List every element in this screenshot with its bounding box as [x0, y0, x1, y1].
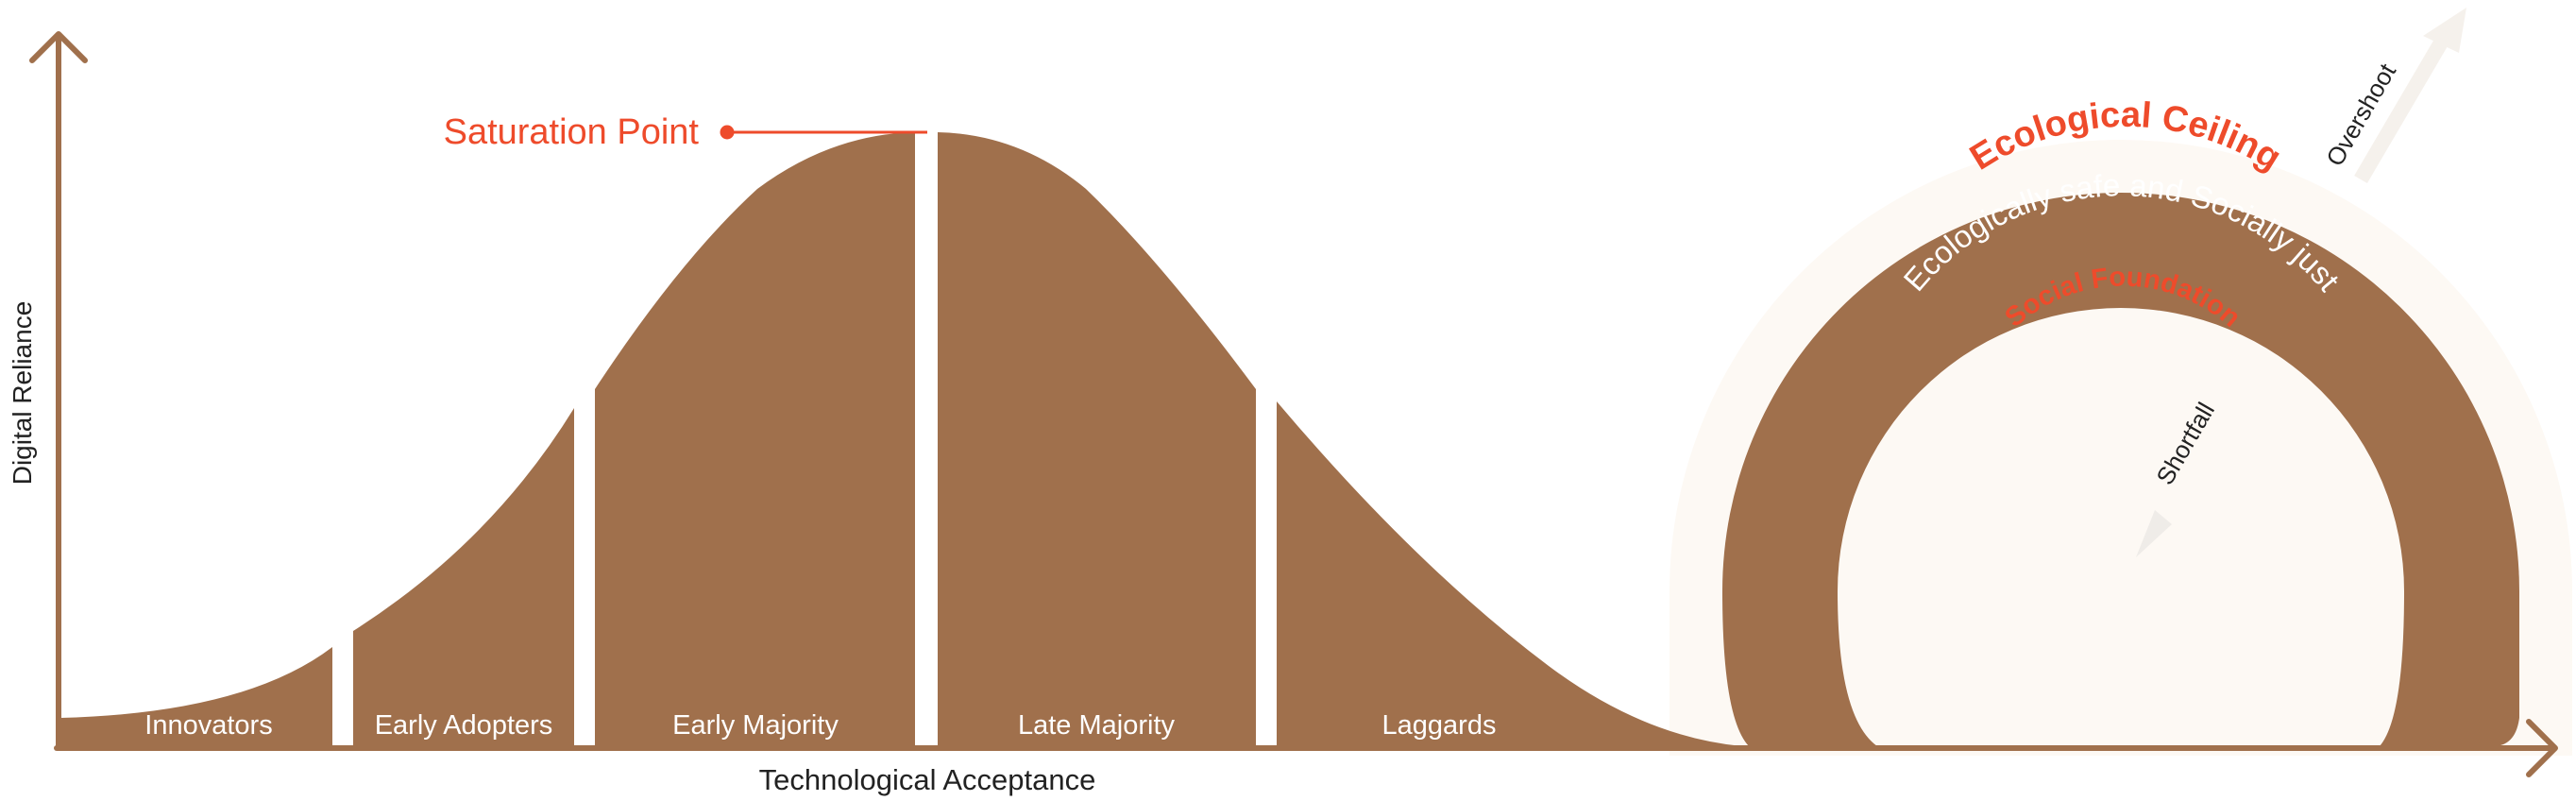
- overshoot-arrow: [2354, 8, 2466, 184]
- y-axis-label: Digital Reliance: [8, 301, 37, 486]
- segment-label-late-majority: Late Majority: [1018, 710, 1176, 741]
- overshoot-label: Overshoot: [2320, 58, 2401, 171]
- segment-late-majority: [938, 132, 1256, 746]
- doughnut-band: [1722, 193, 2519, 746]
- x-axis-label: Technological Acceptance: [759, 763, 1096, 796]
- shortfall-arrow: [2136, 510, 2172, 557]
- segment-innovators: [60, 647, 332, 746]
- segment-early-majority: [595, 132, 915, 746]
- segment-label-laggards: Laggards: [1382, 710, 1497, 741]
- adoption-curve: [60, 132, 1742, 746]
- saturation-marker: [720, 125, 927, 140]
- segment-label-innovators: Innovators: [144, 710, 272, 741]
- segment-label-early-adopters: Early Adopters: [375, 710, 553, 741]
- segment-early-adopters: [353, 408, 574, 746]
- segment-laggards: [1277, 401, 1742, 746]
- x-axis-arrowhead: [2526, 719, 2558, 777]
- y-axis-arrowhead: [29, 31, 88, 63]
- axes: [29, 31, 2558, 777]
- saturation-point-label: Saturation Point: [444, 112, 700, 152]
- segment-label-early-majority: Early Majority: [672, 710, 839, 741]
